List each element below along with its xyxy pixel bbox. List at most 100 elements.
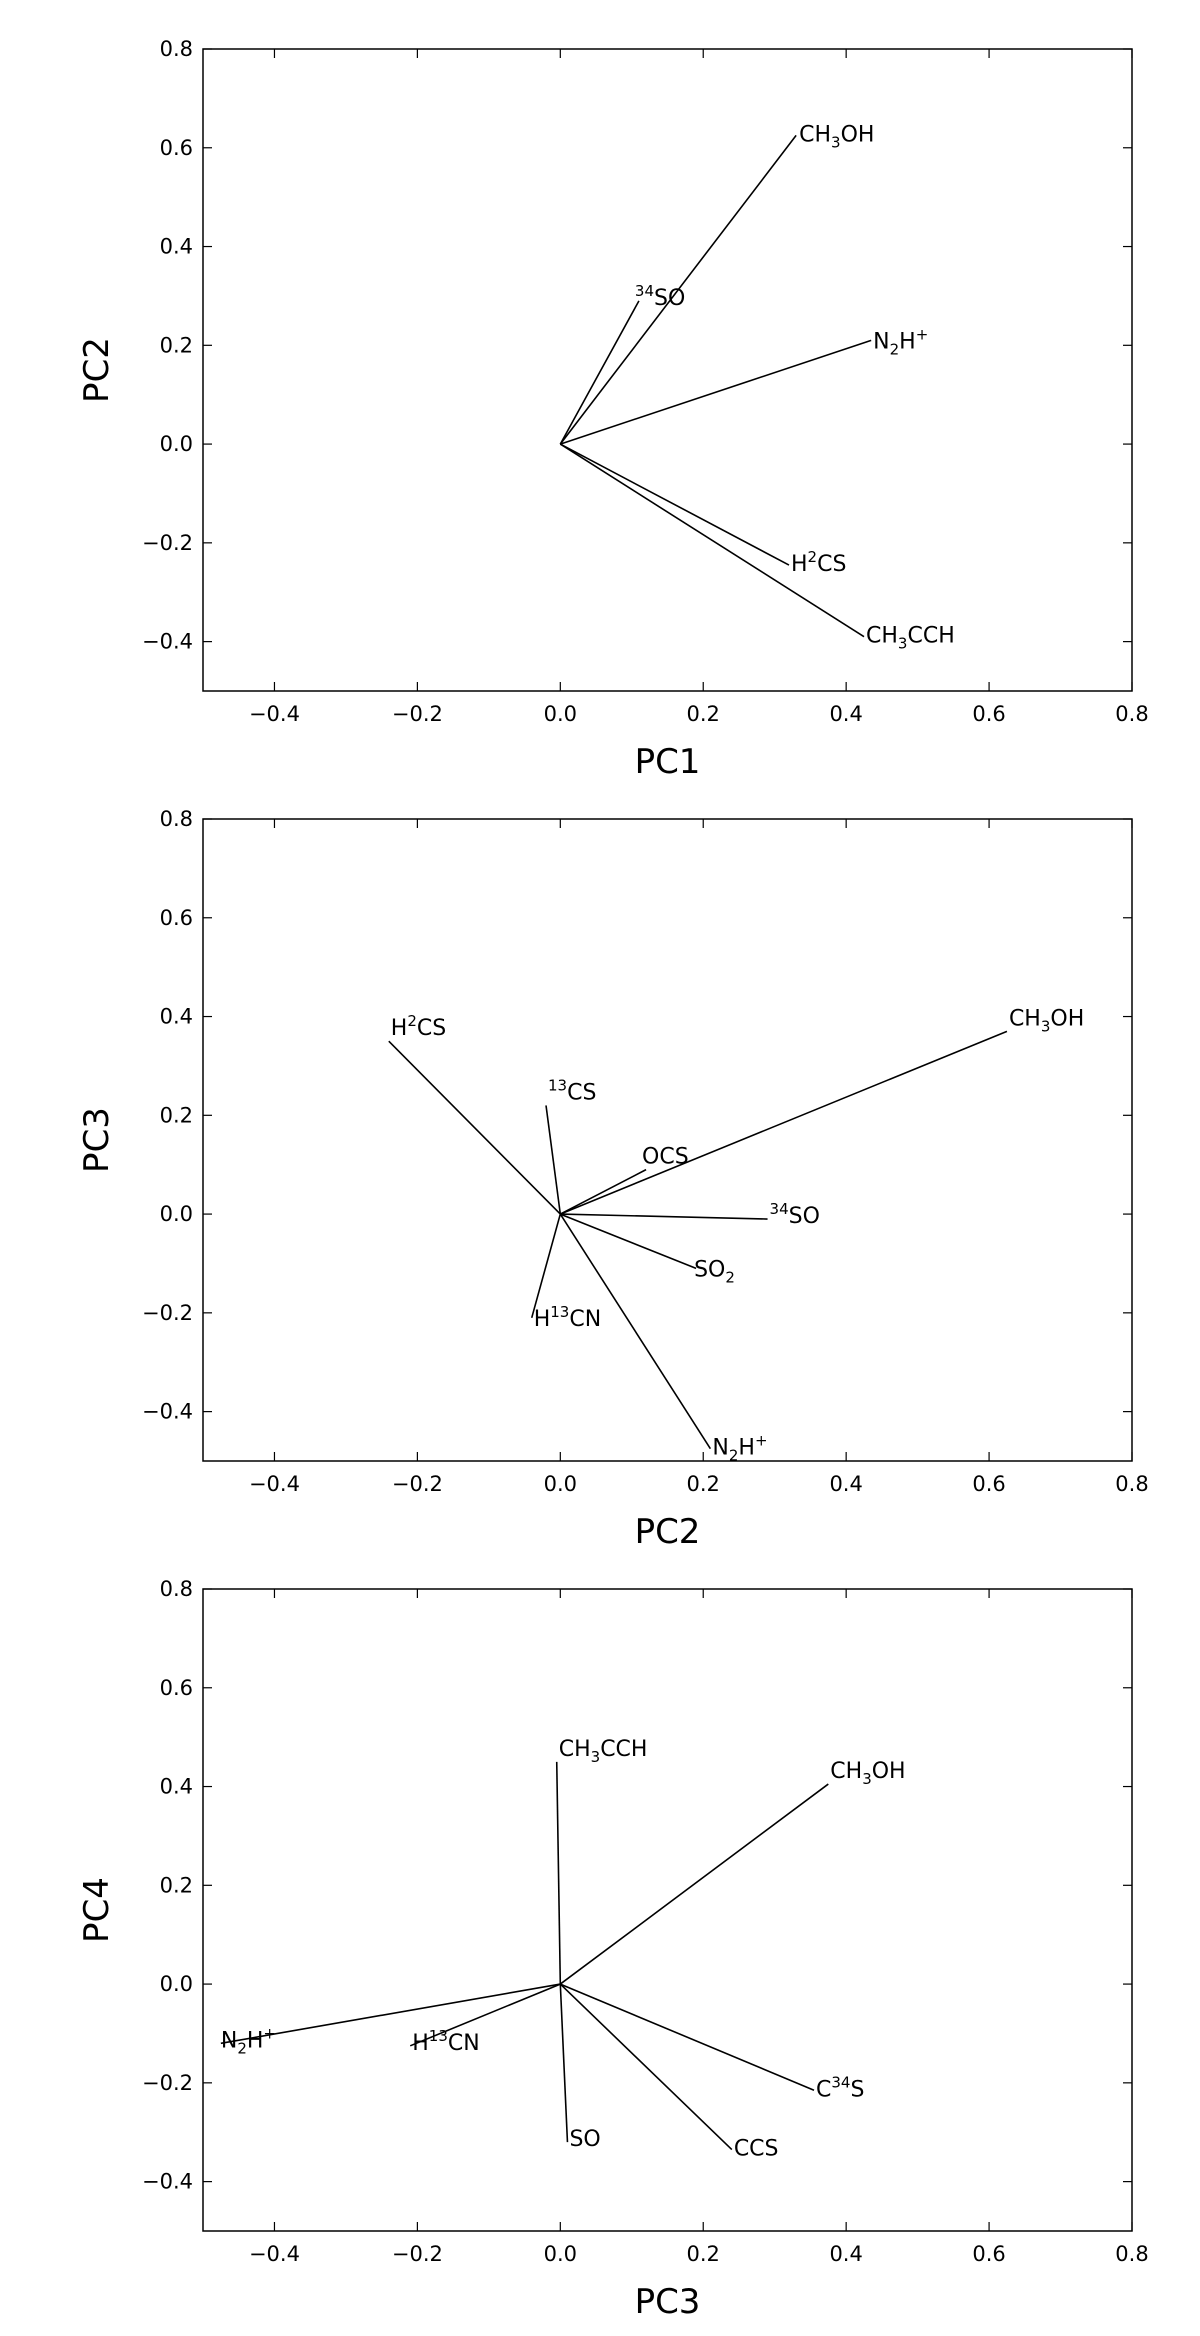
vector-label-part: CS	[817, 552, 846, 577]
x-tick-label: 0.0	[544, 1472, 577, 1496]
pca-panel-pc3-pc4: −0.4 −0.2 0.0 0.2 0.4 0.6 0.8 −0.4 −0.2 0.0 0.2 0.4…	[77, 1577, 1149, 2322]
vector-label-so2: SO2	[694, 1257, 735, 1286]
y-tick-label: 0.2	[160, 1103, 193, 1127]
vector-label-part: OCS	[642, 1145, 689, 1170]
vector-label-part: N	[221, 2028, 237, 2053]
vector-label-part: 3	[1041, 1017, 1051, 1035]
loading-vector-13cs	[545, 1105, 562, 1215]
vector-label-part: SO	[654, 286, 685, 311]
x-tick-label: 0.0	[544, 702, 577, 726]
loading-vector-ch3cch	[555, 1761, 562, 1985]
vector-label-part: CH	[559, 1737, 591, 1762]
loading-vector-n2h	[220, 1983, 561, 2045]
vector-label-part: 34	[770, 1200, 789, 1218]
vector-label-h2cs: H2CS	[791, 548, 846, 577]
y-tick-label: 0.0	[160, 432, 193, 456]
loading-vector-n2h	[559, 1213, 712, 1450]
vector-label-34so: 34SO	[635, 282, 685, 311]
vector-label-part: 3	[862, 1770, 872, 1788]
vector-label-part: 2	[890, 340, 900, 358]
loading-vector-ch3oh	[559, 134, 797, 445]
loading-vector-h13cn	[530, 1213, 562, 1318]
vector-label-13cs: 13CS	[548, 1076, 596, 1105]
vector-label-part: +	[916, 325, 929, 343]
loading-vector-ccs	[559, 1983, 733, 2151]
vector-label-part: S	[850, 2077, 864, 2102]
vector-label-part: 34	[831, 2073, 850, 2091]
x-axis-label: PC3	[635, 2282, 701, 2322]
x-tick-label: 0.8	[1115, 702, 1148, 726]
y-axis-label: PC3	[77, 1107, 117, 1173]
loading-vector-ocs	[559, 1168, 647, 1215]
loading-vector-ch3cch	[559, 443, 865, 638]
y-tick-label: −0.2	[142, 1301, 193, 1325]
vector-label-ch3oh: CH3OH	[830, 1759, 905, 1788]
x-tick-label: −0.4	[249, 1472, 300, 1496]
x-tick-label: 0.0	[544, 2242, 577, 2266]
loading-vector-h2cs	[559, 443, 790, 566]
vector-label-part: H	[791, 552, 808, 577]
y-tick-label: 0.0	[160, 1972, 193, 1996]
vector-label-part: SO	[569, 2127, 600, 2152]
vector-label-part: OH	[872, 1759, 906, 1784]
y-tick-label: 0.0	[160, 1202, 193, 1226]
pca-panel-pc2-pc3: −0.4 −0.2 0.0 0.2 0.4 0.6 0.8 −0.4 −0.2 0.0 0.2 0.4…	[77, 807, 1149, 1552]
vector-label-h13cn: H13CN	[534, 1303, 601, 1332]
vector-label-c34s: C34S	[816, 2073, 864, 2102]
vector-label-part: 13	[550, 1303, 569, 1321]
vector-label-part: CS	[417, 1016, 446, 1041]
x-tick-label: −0.2	[392, 1472, 443, 1496]
loading-vector-so2	[560, 1213, 697, 1270]
y-tick-label: −0.2	[142, 2071, 193, 2095]
x-tick-label: 0.4	[829, 702, 862, 726]
vector-label-part: 34	[635, 282, 654, 300]
plot-frame	[202, 1588, 1133, 2232]
vector-label-part: 2	[725, 1268, 735, 1286]
vector-label-part: CH	[799, 122, 831, 147]
x-axis-label: PC1	[635, 742, 701, 782]
x-tick-label: 0.4	[829, 1472, 862, 1496]
vector-label-part: N	[712, 1436, 728, 1461]
y-tick-label: −0.2	[142, 531, 193, 555]
x-tick-label: 0.6	[972, 702, 1005, 726]
vector-label-part: CS	[567, 1080, 596, 1105]
x-tick-label: 0.2	[687, 702, 720, 726]
vector-label-n2h: N2H+	[221, 2024, 276, 2057]
vector-label-part: H	[899, 329, 916, 354]
vector-label-part: 2	[407, 1012, 417, 1030]
y-tick-label: 0.4	[160, 235, 193, 259]
vector-label-part: CN	[569, 1307, 601, 1332]
x-tick-label: 0.8	[1115, 1472, 1148, 1496]
loading-vector-h2cs	[388, 1040, 561, 1215]
x-tick-label: −0.4	[249, 2242, 300, 2266]
vector-label-part: CCH	[600, 1737, 647, 1762]
y-tick-label: 0.2	[160, 1873, 193, 1897]
x-tick-label: −0.2	[392, 2242, 443, 2266]
plot-frame	[202, 48, 1133, 692]
vector-label-part: 13	[429, 2027, 448, 2045]
y-tick-label: 0.6	[160, 136, 193, 160]
loading-vector-so	[559, 1984, 569, 2143]
vector-label-ch3cch: CH3CCH	[559, 1737, 648, 1766]
y-tick-label: 0.8	[160, 37, 193, 61]
vector-label-part: H	[391, 1016, 408, 1041]
vector-label-part: H	[247, 2028, 264, 2053]
plot-frame	[202, 818, 1133, 1462]
y-tick-label: 0.4	[160, 1005, 193, 1029]
vector-label-ch3oh: CH3OH	[799, 122, 874, 151]
y-axis-label: PC4	[77, 1877, 117, 1943]
vector-label-part: C	[816, 2077, 831, 2102]
y-tick-label: 0.6	[160, 906, 193, 930]
x-tick-label: −0.4	[249, 702, 300, 726]
x-tick-label: 0.8	[1115, 2242, 1148, 2266]
vector-label-part: CH	[830, 1759, 862, 1784]
y-tick-label: 0.6	[160, 1676, 193, 1700]
vector-label-part: +	[263, 2024, 276, 2042]
vector-label-part: 2	[729, 1447, 739, 1465]
x-tick-label: 0.2	[687, 1472, 720, 1496]
x-tick-label: 0.6	[972, 1472, 1005, 1496]
vector-label-part: SO	[789, 1204, 820, 1229]
x-tick-label: 0.4	[829, 2242, 862, 2266]
loading-vector-h13cn	[409, 1983, 561, 2047]
vector-label-34so: 34SO	[770, 1200, 820, 1229]
